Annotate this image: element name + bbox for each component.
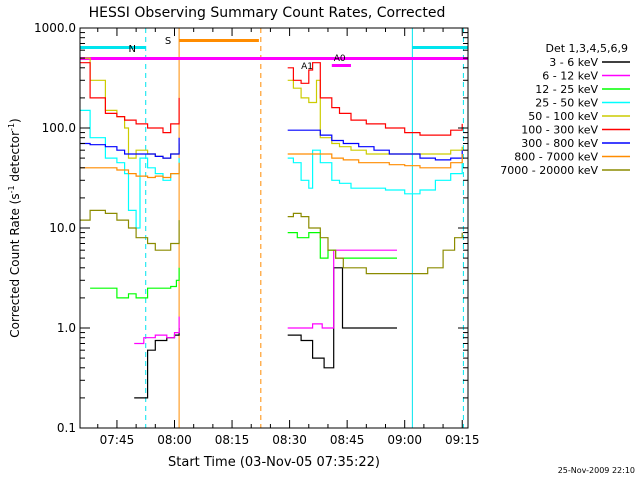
- y-tick-label: 1.0: [57, 321, 76, 335]
- x-tick-label: 08:30: [272, 433, 307, 447]
- series-3-6-kev: [134, 267, 397, 399]
- legend-label: 12 - 25 keV: [535, 83, 598, 96]
- chart-title: HESSI Observing Summary Count Rates, Cor…: [89, 5, 446, 21]
- x-tick-label: 09:00: [387, 433, 422, 447]
- attenuator-a1-label: A1: [301, 62, 313, 72]
- legend-label: 800 - 7000 keV: [514, 151, 598, 164]
- x-tick-label: 08:00: [157, 433, 192, 447]
- y-tick-label: 1000.0: [34, 21, 76, 35]
- timestamp: 25-Nov-2009 22:10: [558, 466, 635, 475]
- legend-label: 6 - 12 keV: [542, 70, 598, 83]
- legend-title: Det 1,3,4,5,6,9: [545, 42, 628, 55]
- y-axis-label: Corrected Count Rate (s-1 detector-1): [7, 118, 22, 337]
- legend-label: 100 - 300 keV: [521, 124, 598, 137]
- x-axis-label: Start Time (03-Nov-05 07:35:22): [168, 455, 380, 470]
- axes: 0.1 1.0 10.0 100.0 1000.0 07:45 08:00 08:15 08:3…: [34, 21, 480, 447]
- x-tick-label: 07:45: [100, 433, 135, 447]
- legend-label: 300 - 800 keV: [521, 137, 598, 150]
- legend-label: 7000 - 20000 keV: [500, 164, 598, 177]
- series-12-25-kev: [90, 232, 397, 299]
- x-tick-label: 08:45: [330, 433, 365, 447]
- saa-marker-label: S: [165, 36, 171, 47]
- night-marker-label: N: [128, 44, 135, 55]
- series-300-800-kev: [80, 129, 463, 161]
- series-7000-20000-kev: [80, 209, 463, 275]
- y-tick-label: 0.1: [57, 421, 76, 435]
- x-tick-label: 08:15: [215, 433, 250, 447]
- series-100-300-kev: [80, 62, 463, 136]
- attenuator-a0-label: A0: [334, 54, 346, 64]
- legend-label: 50 - 100 keV: [528, 110, 598, 123]
- x-tick-label: 09:15: [445, 433, 480, 447]
- series-800-7000-kev: [80, 153, 463, 179]
- y-tick-label: 10.0: [49, 221, 76, 235]
- legend-label: 25 - 50 keV: [535, 97, 598, 110]
- legend-label: 3 - 6 keV: [549, 56, 598, 69]
- series-6-12-kev: [134, 249, 397, 345]
- y-tick-label: 100.0: [42, 121, 76, 135]
